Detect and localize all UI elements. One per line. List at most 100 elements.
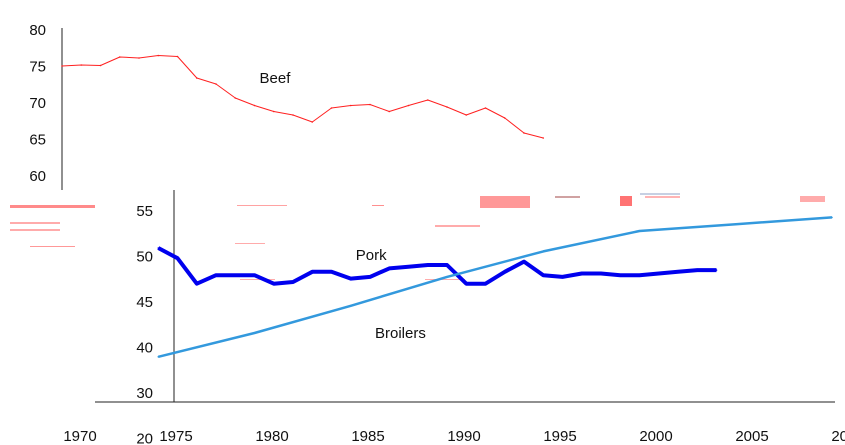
data-point-beef: [407, 104, 410, 107]
data-point-pork: [349, 277, 352, 280]
series-label-broilers: Broilers: [375, 325, 426, 342]
artifact-mark: [555, 196, 580, 198]
x-tick-label: 1980: [255, 428, 288, 445]
axes: [61, 28, 835, 403]
data-point-pork: [407, 265, 410, 268]
x-tick-label: 1990: [447, 428, 480, 445]
data-point-pork: [215, 274, 217, 277]
artifact-mark: [800, 196, 825, 202]
data-point-pork: [484, 282, 487, 285]
data-point-pork: [234, 274, 237, 277]
data-point-pork: [561, 276, 564, 278]
data-point-beef: [503, 117, 506, 119]
data-point-broilers: [157, 356, 160, 358]
artifact-mark: [425, 279, 465, 280]
series-labels: Beef Pork Broilers: [260, 70, 426, 342]
data-point-pork: [446, 264, 448, 266]
data-point-broilers: [542, 250, 545, 253]
series-label-pork: Pork: [356, 247, 387, 264]
artifact-mark: [645, 196, 680, 198]
data-point-pork: [503, 271, 506, 273]
data-point-pork: [657, 272, 660, 275]
data-point-pork: [677, 271, 679, 273]
data-point-broilers: [831, 216, 833, 219]
series-label-beef: Beef: [260, 70, 292, 87]
data-point-beef: [253, 104, 256, 107]
data-point-beef: [465, 114, 468, 116]
x-tick-label: 1985: [351, 428, 384, 445]
data-point-beef: [330, 107, 333, 109]
data-point-pork: [157, 247, 160, 249]
data-point-pork: [580, 272, 583, 275]
data-point-broilers: [253, 332, 256, 334]
artifact-mark: [30, 246, 75, 247]
x-tick-label: 2010: [831, 428, 845, 445]
data-point-beef: [484, 107, 487, 109]
y-tick-label: 70: [29, 95, 46, 112]
series-group: [61, 54, 833, 359]
x-tick-label: 1995: [543, 428, 576, 445]
data-point-beef: [99, 64, 102, 67]
data-point-pork: [600, 272, 602, 275]
data-point-beef: [311, 121, 314, 123]
data-point-beef: [138, 57, 140, 59]
data-point-pork: [292, 281, 294, 283]
data-point-broilers: [446, 276, 448, 278]
data-point-beef: [176, 55, 179, 58]
x-tick-label: 2000: [639, 428, 672, 445]
data-point-pork: [272, 282, 275, 285]
data-point-beef: [292, 114, 294, 116]
data-point-beef: [118, 56, 121, 58]
artifact-mark: [435, 225, 480, 227]
data-point-beef: [80, 64, 83, 66]
artifact-mark: [10, 222, 60, 224]
data-point-beef: [195, 77, 198, 79]
data-point-beef: [542, 137, 545, 139]
data-point-broilers: [638, 230, 641, 232]
data-point-pork: [311, 271, 314, 273]
data-point-broilers: [734, 223, 737, 225]
series-line-broilers: [157, 216, 833, 359]
series-line-beef: [61, 55, 544, 139]
data-point-pork: [253, 274, 256, 277]
artifact-mark: [640, 193, 680, 195]
data-point-pork: [388, 267, 391, 270]
data-point-pork: [426, 264, 429, 266]
data-point-pork: [176, 257, 179, 260]
y-tick-label: 75: [29, 59, 46, 76]
data-point-beef: [234, 97, 237, 99]
data-point-beef: [426, 99, 429, 101]
data-point-pork: [696, 269, 699, 271]
data-point-broilers: [349, 305, 352, 307]
data-point-pork: [542, 274, 545, 277]
series-line-pork: [157, 246, 717, 286]
artifact-mark: [620, 196, 632, 206]
y-tick-label: 40: [136, 340, 153, 357]
tick-labels: 80 75 70 65 60 55 50 45 40 30 20 1970 1975 1980 1985 19…: [29, 22, 845, 445]
y-tick-label: 80: [29, 22, 46, 39]
x-tick-label: 2005: [735, 428, 768, 445]
artifact-mark: [10, 229, 60, 231]
artifact-mark: [240, 279, 275, 280]
data-point-beef: [61, 65, 63, 67]
data-point-beef: [215, 83, 217, 85]
y-tick-label: 60: [29, 168, 46, 185]
artifact-mark: [10, 205, 95, 208]
artifact-mark: [480, 196, 530, 208]
data-point-pork: [330, 271, 333, 273]
artifact-mark: [237, 205, 287, 206]
data-point-beef: [446, 106, 448, 108]
y-tick-label: 30: [136, 385, 153, 402]
data-point-pork: [638, 274, 641, 277]
data-point-beef: [349, 104, 352, 107]
artifact-mark: [372, 205, 384, 206]
y-tick-label: 20: [136, 431, 153, 445]
data-point-pork: [465, 282, 468, 285]
data-point-pork: [523, 260, 525, 263]
data-point-beef: [157, 54, 160, 57]
x-tick-label: 1970: [63, 428, 96, 445]
y-tick-label: 65: [29, 132, 46, 149]
data-point-pork: [715, 269, 718, 271]
x-tick-label: 1975: [159, 428, 192, 445]
